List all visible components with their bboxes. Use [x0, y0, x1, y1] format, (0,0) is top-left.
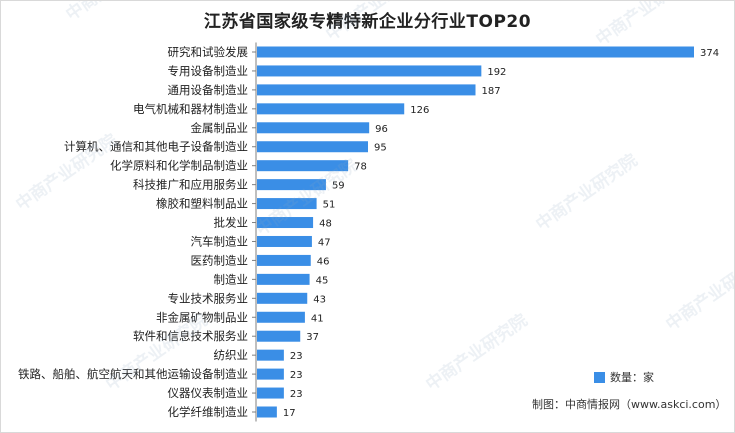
data-label: 23 — [290, 351, 303, 362]
data-label: 47 — [318, 237, 331, 248]
bar — [257, 349, 284, 361]
data-label: 51 — [323, 200, 336, 211]
data-label: 45 — [316, 275, 329, 286]
source-note: 制图：中商情报网（www.askci.com） — [532, 398, 727, 411]
legend-label: 数量：家 — [610, 371, 654, 384]
data-label: 78 — [354, 162, 367, 173]
data-label: 126 — [410, 105, 429, 116]
category-label: 电气机械和器材制造业 — [133, 102, 248, 116]
category-label: 非金属矿物制品业 — [156, 310, 248, 324]
chart-title: 江苏省国家级专精特新企业分行业TOP20 — [203, 12, 532, 32]
bar — [257, 84, 476, 96]
category-label: 化学原料和化学制品制造业 — [110, 159, 248, 173]
data-label: 95 — [374, 143, 387, 154]
data-label: 48 — [319, 219, 332, 230]
legend: 数量：家 — [594, 369, 654, 385]
category-label: 汽车制造业 — [191, 234, 249, 248]
category-label: 批发业 — [214, 216, 249, 230]
data-label: 37 — [306, 332, 319, 343]
category-label: 计算机、通信和其他电子设备制造业 — [64, 140, 248, 154]
legend-swatch — [594, 371, 605, 383]
category-label: 橡胶和塑料制品业 — [156, 197, 248, 211]
data-label: 96 — [375, 124, 388, 135]
category-label: 研究和试验发展 — [168, 45, 249, 59]
bar — [257, 122, 370, 134]
data-label: 46 — [317, 256, 330, 267]
data-label: 192 — [487, 67, 506, 78]
data-label: 187 — [482, 86, 501, 97]
bar — [257, 292, 308, 304]
bar — [257, 254, 311, 266]
bar — [257, 65, 482, 77]
category-label: 金属制品业 — [191, 121, 249, 135]
category-label: 专用设备制造业 — [168, 64, 249, 78]
data-label: 41 — [311, 313, 324, 324]
bar — [257, 160, 349, 172]
data-label: 59 — [332, 181, 345, 192]
bar — [257, 46, 694, 58]
bar — [257, 179, 326, 191]
bar — [257, 235, 312, 247]
bar — [257, 198, 317, 210]
category-label: 化学纤维制造业 — [168, 405, 249, 419]
category-label: 软件和信息技术服务业 — [133, 329, 248, 343]
category-label: 铁路、船舶、航空航天和其他运输设备制造业 — [18, 367, 248, 381]
category-label: 纺织业 — [214, 348, 249, 362]
bar — [257, 273, 310, 285]
category-label: 专业技术服务业 — [168, 291, 249, 305]
data-label: 23 — [290, 389, 303, 400]
category-label: 仪器仪表制造业 — [168, 386, 249, 400]
bar — [257, 141, 369, 153]
bar — [257, 311, 305, 323]
data-label: 43 — [313, 294, 326, 305]
bar — [257, 387, 284, 399]
category-label: 制造业 — [214, 272, 249, 286]
bar — [257, 217, 314, 229]
data-label: 23 — [290, 370, 303, 381]
bar — [257, 103, 405, 115]
bar — [257, 406, 277, 418]
bar — [257, 330, 301, 342]
data-label: 17 — [283, 408, 296, 419]
category-label: 通用设备制造业 — [168, 83, 249, 97]
data-label: 374 — [700, 48, 719, 59]
category-label: 科技推广和应用服务业 — [133, 178, 248, 192]
bar — [257, 368, 284, 380]
category-label: 医药制造业 — [191, 253, 249, 267]
